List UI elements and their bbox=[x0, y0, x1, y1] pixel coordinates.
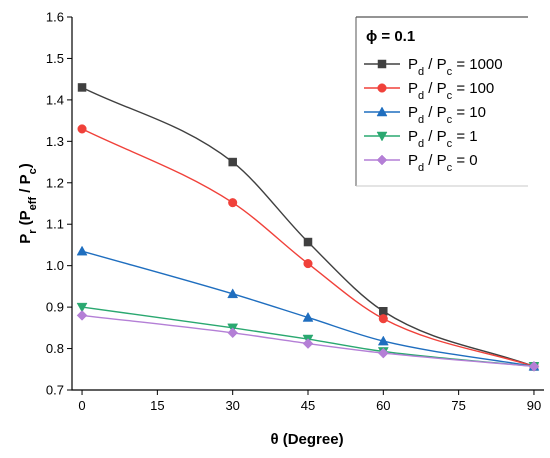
y-tick-label: 0.7 bbox=[46, 383, 64, 398]
y-tick-label: 1.0 bbox=[46, 258, 64, 273]
x-tick-label: 60 bbox=[376, 398, 390, 413]
data-point bbox=[227, 288, 239, 299]
x-tick-label: 45 bbox=[301, 398, 315, 413]
legend-item-p-d-p-c-100: Pd / Pc = 100 bbox=[364, 80, 494, 102]
data-point bbox=[528, 361, 540, 372]
x-tick-label: 0 bbox=[78, 398, 85, 413]
y-tick-label: 0.9 bbox=[46, 300, 64, 315]
legend-item-p-d-p-c-1000: Pd / Pc = 1000 bbox=[364, 56, 503, 78]
x-tick-label: 75 bbox=[451, 398, 465, 413]
data-point bbox=[303, 237, 313, 247]
y-tick-label: 1.3 bbox=[46, 134, 64, 149]
data-point bbox=[77, 83, 87, 92]
legend-swatch-marker bbox=[376, 154, 388, 166]
legend-title: ϕ = 0.1 bbox=[366, 28, 415, 45]
data-point bbox=[76, 302, 88, 313]
x-tick-label: 30 bbox=[225, 398, 239, 413]
legend-item-p-d-p-c-1: Pd / Pc = 1 bbox=[364, 128, 478, 150]
legend-label: Pd / Pc = 1 bbox=[408, 128, 478, 150]
legend-label: Pd / Pc = 0 bbox=[408, 152, 478, 174]
y-tick-label: 1.4 bbox=[46, 92, 64, 107]
data-point bbox=[228, 157, 237, 167]
y-axis-title: Pr (Peff / Pc) bbox=[17, 163, 39, 244]
data-point bbox=[302, 311, 314, 322]
legend-label: Pd / Pc = 10 bbox=[408, 104, 486, 126]
legend-item-p-d-p-c-0: Pd / Pc = 0 bbox=[364, 152, 478, 174]
data-point bbox=[377, 347, 389, 359]
data-point bbox=[302, 338, 314, 349]
y-tick-label: 1.1 bbox=[46, 217, 64, 232]
y-tick-label: 0.8 bbox=[46, 341, 64, 356]
data-point bbox=[77, 124, 87, 134]
y-tick-label: 1.2 bbox=[46, 175, 64, 190]
data-point bbox=[228, 198, 238, 208]
data-point bbox=[377, 335, 389, 346]
data-point bbox=[227, 327, 239, 339]
legend-swatch-marker bbox=[377, 59, 387, 69]
legend-label: Pd / Pc = 1000 bbox=[408, 56, 503, 78]
legend-swatch-marker bbox=[377, 83, 387, 93]
legend-label: Pd / Pc = 100 bbox=[408, 80, 494, 102]
x-axis-title: θ (Degree) bbox=[270, 431, 343, 448]
series-group bbox=[76, 83, 540, 372]
x-tick-label: 90 bbox=[527, 398, 541, 413]
data-point bbox=[76, 310, 88, 321]
legend-swatch-marker bbox=[376, 106, 388, 117]
legend-item-p-d-p-c-10: Pd / Pc = 10 bbox=[364, 104, 486, 126]
data-point bbox=[379, 307, 388, 316]
series-p-d-p-c-0 bbox=[76, 310, 540, 372]
y-tick-label: 1.6 bbox=[46, 10, 64, 25]
series-p-d-p-c-1000 bbox=[77, 83, 539, 371]
y-tick-label: 1.5 bbox=[46, 51, 64, 66]
data-point bbox=[378, 314, 388, 324]
legend-swatch-marker bbox=[376, 131, 388, 142]
axes: 0.7 0.8 0.9 1.0 1.1 1.2 1.3 1.4 1.5 1.6 0 15 30 45 60 7… bbox=[46, 10, 544, 413]
data-point bbox=[303, 259, 313, 269]
data-point bbox=[76, 245, 88, 256]
x-tick-label: 15 bbox=[150, 398, 164, 413]
